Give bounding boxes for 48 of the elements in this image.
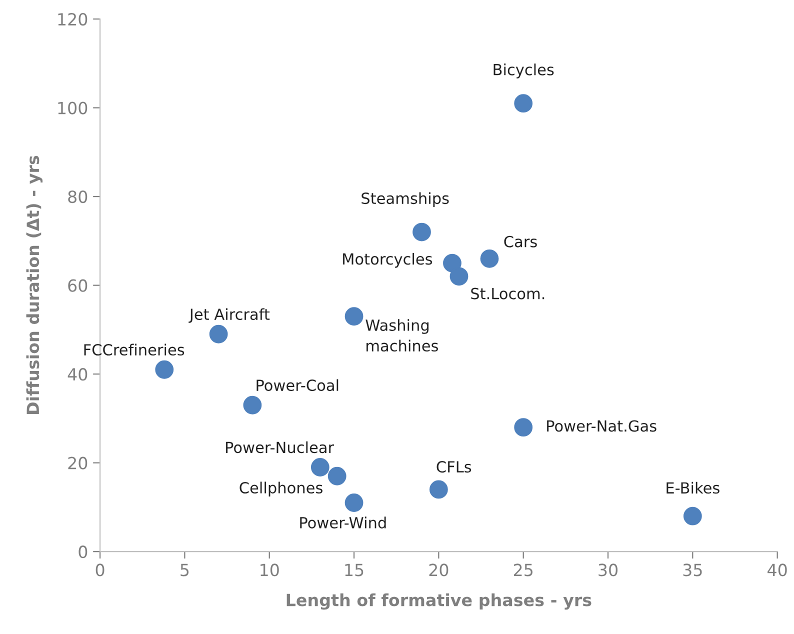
- annotation: Washing machines: [366, 319, 438, 352]
- x-tick-label: 5: [180, 564, 189, 576]
- point: [209, 324, 228, 344]
- point: [310, 458, 330, 476]
- y-tick-label: 60: [68, 279, 88, 292]
- point: [412, 222, 431, 242]
- annotation: Motorcycles: [343, 252, 432, 268]
- x-tick-label: 40: [768, 564, 787, 576]
- annotation: St.Locom.: [471, 288, 544, 300]
- annotation: Power-Coal: [256, 379, 338, 392]
- annotation: Jet Aircraft: [188, 308, 270, 323]
- point: [429, 480, 448, 499]
- point: [344, 307, 364, 326]
- x-tick-label: 25: [514, 564, 532, 576]
- point: [328, 466, 346, 486]
- x-axis-title: Length of formative phases - yrs: [286, 593, 592, 610]
- x-tick-label: 15: [345, 564, 364, 576]
- y-tick-label: 40: [68, 368, 88, 381]
- point: [450, 267, 468, 286]
- point: [683, 506, 702, 526]
- annotation: Cars: [504, 236, 537, 248]
- point: [480, 249, 499, 268]
- annotation: Bicycles: [494, 64, 554, 78]
- point: [155, 360, 174, 379]
- y-axis-title: Diffusion duration (Δt) - yrs: [26, 156, 43, 414]
- x-tick-label: 30: [598, 564, 618, 576]
- x-tick-label: 0: [96, 564, 104, 576]
- x-tick-label: 35: [683, 564, 702, 576]
- annotation: Power-Nat.Gas: [547, 420, 656, 432]
- y-tick-label: 80: [68, 190, 88, 204]
- y-tick-label: 0: [78, 546, 88, 558]
- annotation: Power-Nuclear: [226, 441, 334, 454]
- annotation: FCCrefineries: [84, 344, 184, 356]
- point: [344, 494, 364, 512]
- annotation: Power-Wind: [300, 516, 386, 528]
- y-tick-label: 120: [58, 12, 88, 26]
- point: [514, 94, 533, 113]
- point: [514, 418, 533, 437]
- annotation: E-Bikes: [666, 482, 720, 494]
- x-tick-label: 20: [429, 564, 448, 576]
- x-tick-label: 10: [260, 564, 279, 576]
- y-tick-label: 100: [58, 102, 88, 114]
- y-tick-label: 20: [68, 456, 88, 470]
- point: [243, 396, 262, 414]
- annotation: CFLs: [436, 461, 472, 473]
- point: [443, 254, 462, 272]
- annotation: Cellphones: [240, 482, 322, 496]
- annotation: Steamships: [362, 192, 449, 208]
